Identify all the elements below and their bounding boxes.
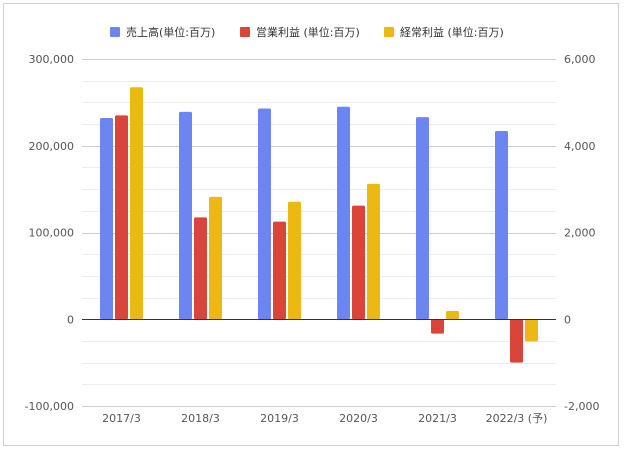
- right-tick-label: 6,000: [564, 53, 596, 66]
- right-tick-label: 4,000: [564, 140, 596, 153]
- legend-label-1: 売上高(単位:百万): [126, 25, 215, 39]
- right-tick-label: 0: [564, 313, 571, 326]
- bars: [100, 87, 538, 363]
- x-tick-label: 2017/3: [102, 412, 141, 425]
- left-axis-ticks: -100,000 0 100,000 200,000 300,000: [25, 53, 74, 413]
- legend-swatch-2: [240, 27, 250, 37]
- bar-3-6: [525, 319, 538, 342]
- bar-1-3: [258, 108, 271, 320]
- bar-2-1: [115, 115, 128, 320]
- gridlines: [82, 59, 556, 407]
- right-tick-label: -2,000: [564, 400, 599, 413]
- left-tick-label: -100,000: [25, 400, 74, 413]
- x-tick-label: 2021/3: [418, 412, 457, 425]
- right-axis-ticks: -2,000 0 2,000 4,000 6,000: [564, 53, 599, 413]
- left-tick-label: 0: [67, 313, 74, 326]
- bar-1-1: [100, 117, 113, 320]
- left-tick-label: 100,000: [29, 227, 75, 240]
- bar-3-5: [446, 311, 459, 320]
- legend-label-2: 営業利益 (単位:百万): [256, 25, 360, 39]
- x-tick-label: 2020/3: [339, 412, 378, 425]
- bar-1-2: [179, 111, 192, 320]
- combo-bar-chart: -100,000 0 100,000 200,000 300,000 -2,000 0 2,…: [25, 25, 600, 425]
- bar-2-6: [510, 319, 523, 363]
- left-tick-label: 200,000: [29, 140, 75, 153]
- bar-3-1: [130, 87, 143, 320]
- x-tick-label: 2022/3 (予): [486, 412, 548, 425]
- right-tick-label: 2,000: [564, 227, 596, 240]
- chart-frame: -100,000 0 100,000 200,000 300,000 -2,000 0 2,…: [3, 3, 619, 446]
- bar-1-6: [495, 131, 508, 320]
- legend-swatch-1: [110, 27, 120, 37]
- bar-1-5: [416, 117, 429, 320]
- bar-2-5: [431, 319, 444, 334]
- bar-1-4: [337, 106, 350, 320]
- bar-3-4: [367, 183, 380, 320]
- left-tick-label: 300,000: [29, 53, 75, 66]
- legend: 売上高(単位:百万) 営業利益 (単位:百万) 経常利益 (単位:百万): [110, 25, 504, 39]
- x-axis-ticks: 2017/3 2018/3 2019/3 2020/3 2021/3 2022/3 (予): [102, 412, 547, 425]
- bar-2-4: [352, 205, 365, 320]
- legend-label-3: 経常利益 (単位:百万): [400, 25, 504, 39]
- bar-2-3: [273, 221, 286, 320]
- bar-3-3: [288, 201, 301, 320]
- legend-swatch-3: [384, 27, 394, 37]
- bar-3-2: [209, 196, 222, 320]
- bar-2-2: [194, 217, 207, 320]
- x-tick-label: 2019/3: [260, 412, 299, 425]
- x-tick-label: 2018/3: [181, 412, 220, 425]
